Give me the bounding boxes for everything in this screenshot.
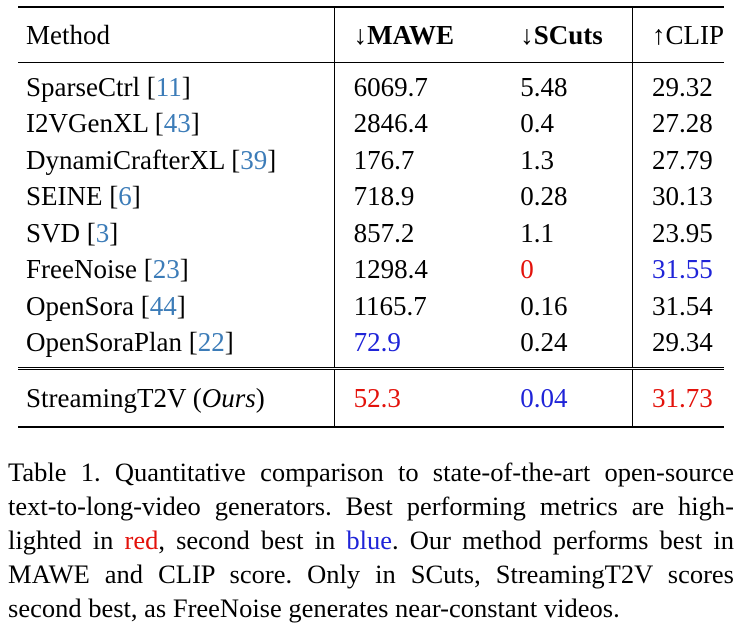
caption-red-word: red xyxy=(124,525,159,555)
table-row: DynamiCrafterXL [39] 176.7 1.3 27.79 xyxy=(18,142,724,179)
method-name: SEINE xyxy=(26,181,103,212)
method-cell: DynamiCrafterXL [39] xyxy=(26,144,277,175)
table-caption: Table 1. Quantitative comparison to stat… xyxy=(8,455,734,625)
scuts-cell-second: 0.04 xyxy=(520,382,568,413)
method-cell: StreamingT2V (Ours) xyxy=(26,382,265,413)
header-clip: ↑CLIP xyxy=(631,7,724,63)
method-cell: FreeNoise [23] xyxy=(26,254,189,285)
mawe-cell-best: 52.3 xyxy=(333,368,504,427)
mawe-cell: 2846.4 xyxy=(333,105,504,142)
citation-link[interactable]: 43 xyxy=(163,108,191,139)
method-name: StreamingT2V xyxy=(26,382,186,413)
method-cell: SparseCtrl [11] xyxy=(26,71,191,102)
citation-link[interactable]: 23 xyxy=(152,254,180,285)
caption-line: lighted in red, second best in blue. Our… xyxy=(8,523,734,557)
clip-cell: 31.54 xyxy=(631,288,724,325)
mawe-cell: 857.2 xyxy=(333,215,504,252)
scuts-cell: 0.16 xyxy=(520,290,568,321)
scuts-cell-best: 0 xyxy=(520,254,534,285)
method-cell: OpenSoraPlan [22] xyxy=(26,327,234,358)
caption-line: text-to-long-video generators. Best perf… xyxy=(8,491,734,521)
citation-link[interactable]: 22 xyxy=(197,327,225,358)
scuts-cell: 1.1 xyxy=(520,217,554,248)
clip-cell: 23.95 xyxy=(631,215,724,252)
clip-cell-best: 31.73 xyxy=(631,368,724,427)
mawe-cell-second: 72.9 xyxy=(333,324,504,369)
clip-cell-second: 31.55 xyxy=(631,251,724,288)
mawe-cell: 1298.4 xyxy=(333,251,504,288)
mawe-cell: 176.7 xyxy=(333,142,504,179)
method-name: DynamiCrafterXL xyxy=(26,144,225,175)
table-row-ours: StreamingT2V (Ours) 52.3 0.04 31.73 xyxy=(18,368,724,427)
caption-text: , second best in xyxy=(158,525,347,555)
table-row: OpenSoraPlan [22] 72.9 0.24 29.34 xyxy=(18,324,724,369)
table-row: SVD [3] 857.2 1.1 23.95 xyxy=(18,215,724,252)
method-name: OpenSoraPlan xyxy=(26,327,182,358)
clip-cell: 30.13 xyxy=(631,178,724,215)
table-header-row: Method ↓MAWE ↓SCuts ↑CLIP xyxy=(18,7,724,63)
clip-cell: 29.34 xyxy=(631,324,724,369)
method-cell: OpenSora [44] xyxy=(26,290,186,321)
clip-cell: 29.32 xyxy=(631,62,724,106)
results-table-container: Method ↓MAWE ↓SCuts ↑CLIP SparseCtrl [11… xyxy=(18,6,724,428)
scuts-cell: 5.48 xyxy=(520,71,568,102)
table-row: SparseCtrl [11] 6069.7 5.48 29.32 xyxy=(18,62,724,106)
citation-link[interactable]: 44 xyxy=(149,290,177,321)
header-mawe: ↓MAWE xyxy=(333,7,504,63)
mawe-cell: 718.9 xyxy=(333,178,504,215)
citation-link[interactable]: 3 xyxy=(95,217,110,248)
method-name: FreeNoise xyxy=(26,254,137,285)
citation-link[interactable]: 6 xyxy=(118,181,132,212)
method-name: OpenSora xyxy=(26,290,134,321)
scuts-cell: 0.24 xyxy=(520,327,568,358)
scuts-cell: 1.3 xyxy=(520,144,554,175)
scuts-cell: 0.28 xyxy=(520,181,568,212)
mawe-cell: 6069.7 xyxy=(333,62,504,106)
caption-line: MAWE and CLIP score. Only in SCuts, Stre… xyxy=(8,559,734,589)
table-row: SEINE [6] 718.9 0.28 30.13 xyxy=(18,178,724,215)
caption-line: second best, as FreeNoise generates near… xyxy=(8,593,620,623)
table-row: OpenSora [44] 1165.7 0.16 31.54 xyxy=(18,288,724,325)
table-row: I2VGenXL [43] 2846.4 0.4 27.28 xyxy=(18,105,724,142)
method-cell: I2VGenXL [43] xyxy=(26,108,200,139)
header-method: Method xyxy=(26,19,110,50)
method-name: SVD xyxy=(26,217,81,248)
scuts-cell: 0.4 xyxy=(520,108,554,139)
method-name: SparseCtrl xyxy=(26,71,140,102)
caption-blue-word: blue xyxy=(346,525,393,555)
caption-text: lighted in xyxy=(8,525,125,555)
table-row: FreeNoise [23] 1298.4 0 31.55 xyxy=(18,251,724,288)
method-cell: SVD [3] xyxy=(26,217,119,248)
method-name: I2VGenXL xyxy=(26,108,148,139)
clip-cell: 27.28 xyxy=(631,105,724,142)
caption-line: Table 1. Quantitative comparison to stat… xyxy=(8,457,734,487)
mawe-cell: 1165.7 xyxy=(333,288,504,325)
caption-text: . Our method performs best in xyxy=(392,525,734,555)
results-table: Method ↓MAWE ↓SCuts ↑CLIP SparseCtrl [11… xyxy=(18,6,724,428)
clip-cell: 27.79 xyxy=(631,142,724,179)
ours-tag: Ours xyxy=(201,382,256,413)
citation-link[interactable]: 39 xyxy=(240,144,268,175)
citation-link[interactable]: 11 xyxy=(155,71,182,102)
header-scuts: ↓SCuts xyxy=(520,19,603,50)
method-cell: SEINE [6] xyxy=(26,181,141,212)
